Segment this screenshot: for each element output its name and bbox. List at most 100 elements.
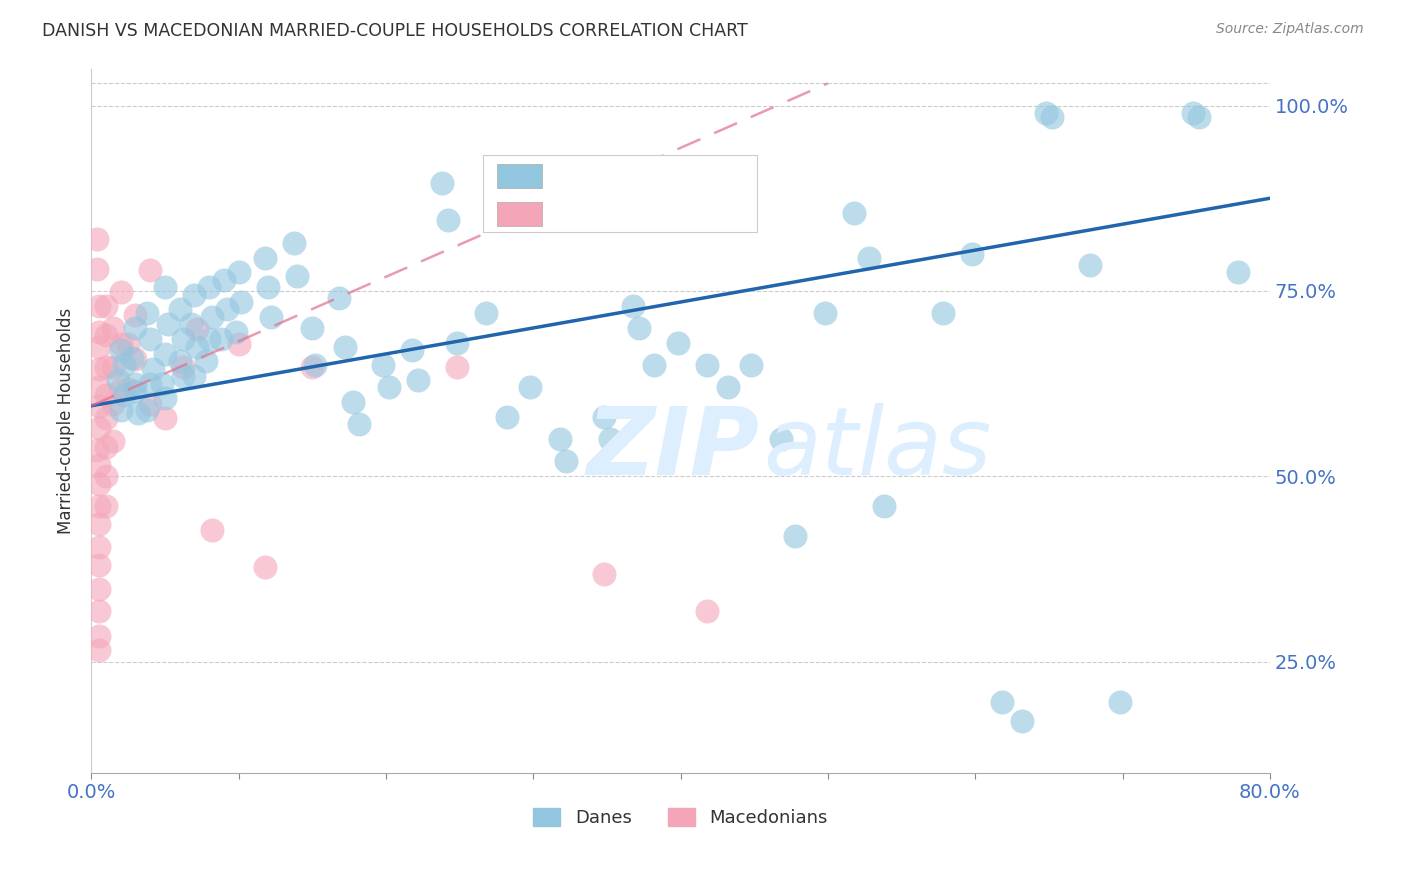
- Point: [814, 306, 837, 320]
- Point: [1188, 110, 1211, 124]
- Point: [87, 517, 110, 532]
- Point: [153, 280, 176, 294]
- Point: [873, 499, 896, 513]
- Point: [124, 384, 146, 398]
- Point: [94, 328, 117, 343]
- Point: [260, 310, 283, 324]
- Point: [231, 295, 253, 310]
- Point: [769, 432, 792, 446]
- Point: [94, 299, 117, 313]
- Point: [87, 458, 110, 472]
- Point: [333, 339, 356, 353]
- Text: DANISH VS MACEDONIAN MARRIED-COUPLE HOUSEHOLDS CORRELATION CHART: DANISH VS MACEDONIAN MARRIED-COUPLE HOUS…: [42, 22, 748, 40]
- Point: [287, 269, 309, 284]
- Point: [110, 382, 132, 396]
- Point: [87, 361, 110, 376]
- Point: [110, 285, 132, 300]
- Point: [253, 251, 276, 265]
- Point: [301, 359, 323, 374]
- Point: [156, 318, 179, 332]
- Point: [696, 604, 718, 618]
- Point: [717, 380, 740, 394]
- Point: [991, 695, 1014, 709]
- Point: [180, 318, 202, 332]
- Point: [740, 358, 762, 372]
- Point: [87, 399, 110, 413]
- Y-axis label: Married-couple Households: Married-couple Households: [58, 308, 75, 533]
- Point: [228, 265, 250, 279]
- Point: [1078, 258, 1101, 272]
- Point: [150, 376, 173, 391]
- Point: [172, 332, 194, 346]
- Point: [139, 263, 162, 277]
- Point: [225, 325, 247, 339]
- Point: [446, 359, 468, 374]
- Point: [136, 402, 159, 417]
- Point: [94, 387, 117, 401]
- Point: [86, 232, 108, 246]
- Point: [103, 434, 125, 448]
- Point: [139, 376, 162, 391]
- Point: [153, 411, 176, 425]
- Point: [371, 358, 394, 372]
- Point: [87, 339, 110, 353]
- Point: [94, 411, 117, 425]
- Point: [378, 380, 401, 394]
- Point: [124, 308, 146, 322]
- Point: [112, 387, 135, 401]
- Point: [342, 395, 364, 409]
- Point: [1226, 265, 1249, 279]
- Point: [198, 332, 221, 346]
- Point: [127, 406, 149, 420]
- Point: [86, 443, 108, 458]
- Point: [153, 392, 176, 406]
- Point: [932, 306, 955, 320]
- Point: [1040, 110, 1063, 124]
- Point: [301, 321, 323, 335]
- Point: [169, 302, 191, 317]
- Point: [186, 339, 208, 353]
- Point: [519, 380, 541, 394]
- Point: [139, 396, 162, 410]
- Point: [430, 177, 453, 191]
- Point: [172, 369, 194, 384]
- Point: [304, 358, 326, 372]
- Point: [858, 251, 880, 265]
- Point: [446, 335, 468, 350]
- Text: atlas: atlas: [763, 403, 991, 494]
- Point: [121, 351, 143, 365]
- Point: [103, 396, 125, 410]
- Point: [87, 582, 110, 596]
- Point: [283, 235, 305, 250]
- Point: [186, 322, 208, 336]
- Point: [962, 247, 984, 261]
- Point: [110, 343, 132, 358]
- Point: [124, 376, 146, 391]
- Point: [183, 287, 205, 301]
- Point: [87, 540, 110, 554]
- Point: [666, 335, 689, 350]
- Point: [643, 358, 665, 372]
- Point: [87, 558, 110, 573]
- Point: [94, 359, 117, 374]
- Point: [401, 343, 423, 358]
- Point: [124, 321, 146, 335]
- Point: [436, 213, 458, 227]
- Point: [209, 332, 232, 346]
- Point: [183, 369, 205, 384]
- Point: [136, 306, 159, 320]
- Point: [253, 559, 276, 574]
- Point: [349, 417, 371, 432]
- Legend: Danes, Macedonians: Danes, Macedonians: [526, 800, 835, 834]
- Point: [117, 337, 139, 351]
- Point: [110, 402, 132, 417]
- Point: [103, 359, 125, 374]
- Point: [153, 347, 176, 361]
- Point: [103, 321, 125, 335]
- Point: [696, 358, 718, 372]
- Point: [212, 273, 235, 287]
- Point: [139, 332, 162, 346]
- Point: [201, 523, 224, 537]
- Point: [87, 643, 110, 657]
- Point: [198, 280, 221, 294]
